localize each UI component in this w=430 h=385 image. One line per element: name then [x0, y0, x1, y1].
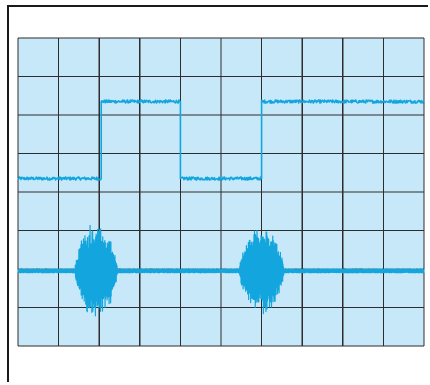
square-wave-trace: [17, 99, 425, 181]
figure-frame: [7, 5, 428, 382]
traces: [17, 99, 425, 317]
burst-trace: [17, 224, 425, 317]
grid-lines: [17, 37, 425, 347]
